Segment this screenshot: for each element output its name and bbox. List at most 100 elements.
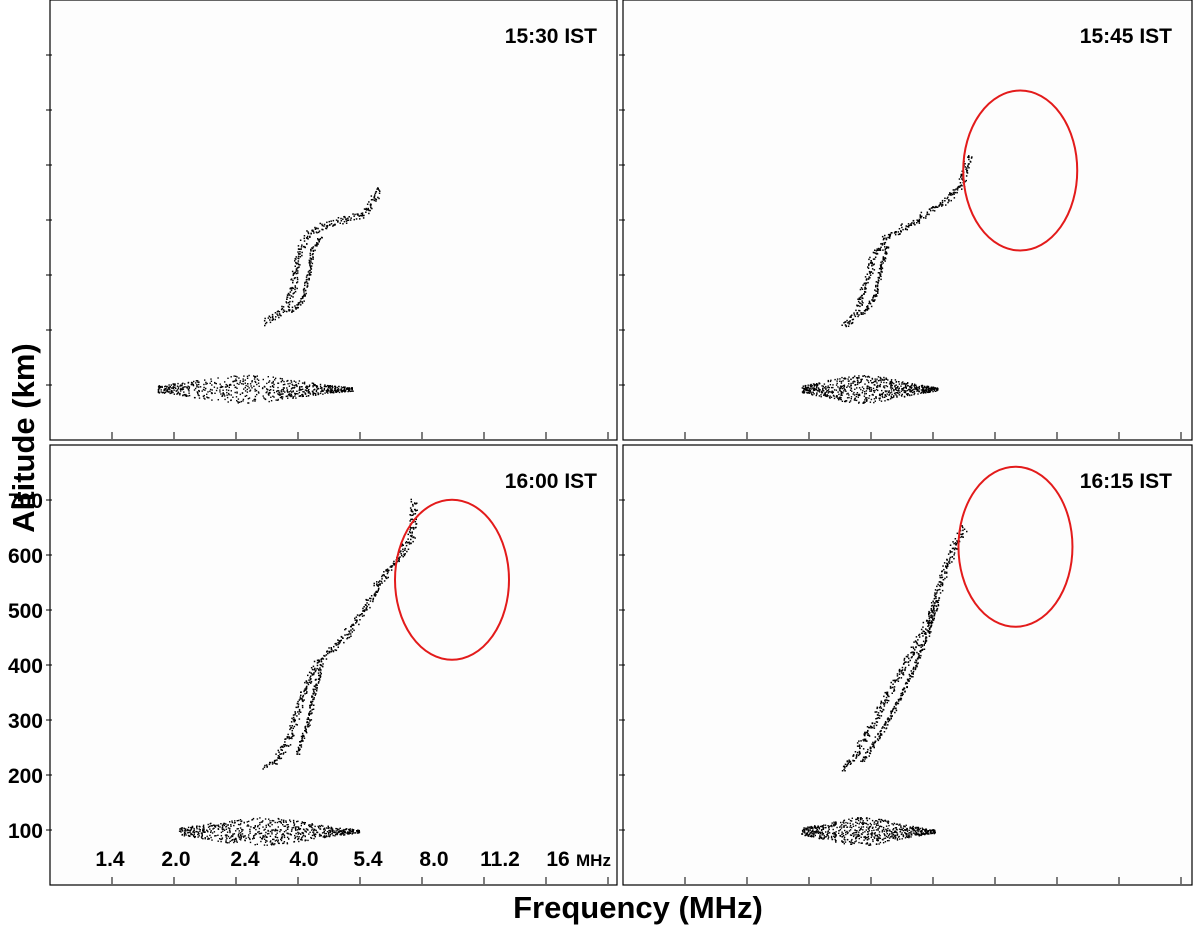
e-echo-point [833,824,835,826]
e-echo-point [231,820,233,822]
e-echo-point [881,831,883,833]
e-echo-point [896,834,899,836]
e-echo-point [922,828,925,830]
e-echo-point [890,382,892,385]
trace-point [372,597,375,600]
e-echo-point [930,832,932,835]
trace-point [861,288,864,290]
e-echo-point [290,390,292,392]
trace-point [929,616,931,619]
trace-point [315,690,318,692]
e-echo-point [845,831,847,834]
e-echo-point [180,827,183,829]
e-echo-point [858,393,861,396]
trace-point [901,694,903,697]
x-axis-title: Frequency (MHz) [513,890,763,925]
trace-point [366,605,368,608]
trace-point [904,669,906,672]
e-echo-point [330,828,332,830]
trace-point [309,257,312,259]
e-echo-point [885,825,888,827]
e-echo-point [855,395,858,398]
e-echo-point [327,825,329,828]
trace-point [869,752,872,755]
e-echo-point [287,824,289,826]
e-echo-point [878,818,880,821]
trace-point [410,542,412,545]
trace-point [940,583,942,585]
e-echo-point [235,375,237,377]
e-echo-point [294,836,297,838]
e-echo-point [823,390,825,392]
e-echo-point [920,385,923,387]
trace-point [323,223,326,226]
trace-point [894,679,897,682]
e-echo-point [873,823,875,825]
e-echo-point [890,384,892,386]
trace-point [867,734,869,736]
e-echo-point [810,392,813,394]
trace-point [956,191,958,194]
e-echo-point [811,826,814,828]
e-echo-point [322,825,324,827]
trace-point [864,284,867,286]
trace-point [947,196,949,199]
trace-point [311,695,314,698]
e-echo-point [808,392,811,394]
e-echo-point [281,379,284,382]
trace-point [317,659,320,661]
trace-point [880,700,883,703]
e-echo-point [323,387,326,390]
trace-point [410,498,412,501]
trace-point [412,513,415,515]
e-echo-point [235,378,237,380]
trace-point [893,686,896,688]
trace-point [870,750,872,752]
e-echo-point [842,826,845,828]
e-echo-point [341,832,343,834]
e-echo-point [864,831,866,833]
trace-point [852,755,855,757]
e-echo-point [863,839,865,841]
e-echo-point [891,832,893,834]
e-echo-point [262,826,264,828]
trace-point [409,514,411,516]
trace-point [282,309,285,311]
e-echo-point [855,377,858,379]
e-echo-point [331,830,333,833]
trace-point [858,302,861,304]
e-echo-point [288,385,291,387]
trace-point [939,204,941,206]
e-echo-point [230,836,232,838]
trace-point [946,576,948,578]
e-echo-point [238,383,240,385]
e-echo-point [348,390,350,392]
e-echo-point [270,400,273,402]
e-echo-point [830,837,833,839]
e-echo-point [296,390,298,392]
trace-point [377,196,379,199]
e-echo-point [841,387,844,390]
e-echo-point [833,821,835,823]
e-echo-point [894,386,896,388]
e-echo-point [870,380,872,382]
trace-point [356,619,358,622]
e-echo-point [274,843,276,845]
e-echo-point [835,834,837,836]
e-echo-point [807,835,809,837]
e-echo-point [808,826,811,828]
trace-point [886,693,888,695]
e-echo-point [819,836,821,838]
e-echo-point [182,394,184,396]
e-echo-point [892,829,894,831]
trace-point [287,745,290,747]
e-echo-point [876,839,878,841]
e-echo-point [308,833,310,835]
trace-point [288,303,291,306]
trace-point [414,527,416,529]
e-echo-point [354,832,356,834]
trace-point [902,672,905,674]
e-echo-point [883,379,885,381]
e-echo-point [847,385,849,387]
trace-point [928,617,931,620]
